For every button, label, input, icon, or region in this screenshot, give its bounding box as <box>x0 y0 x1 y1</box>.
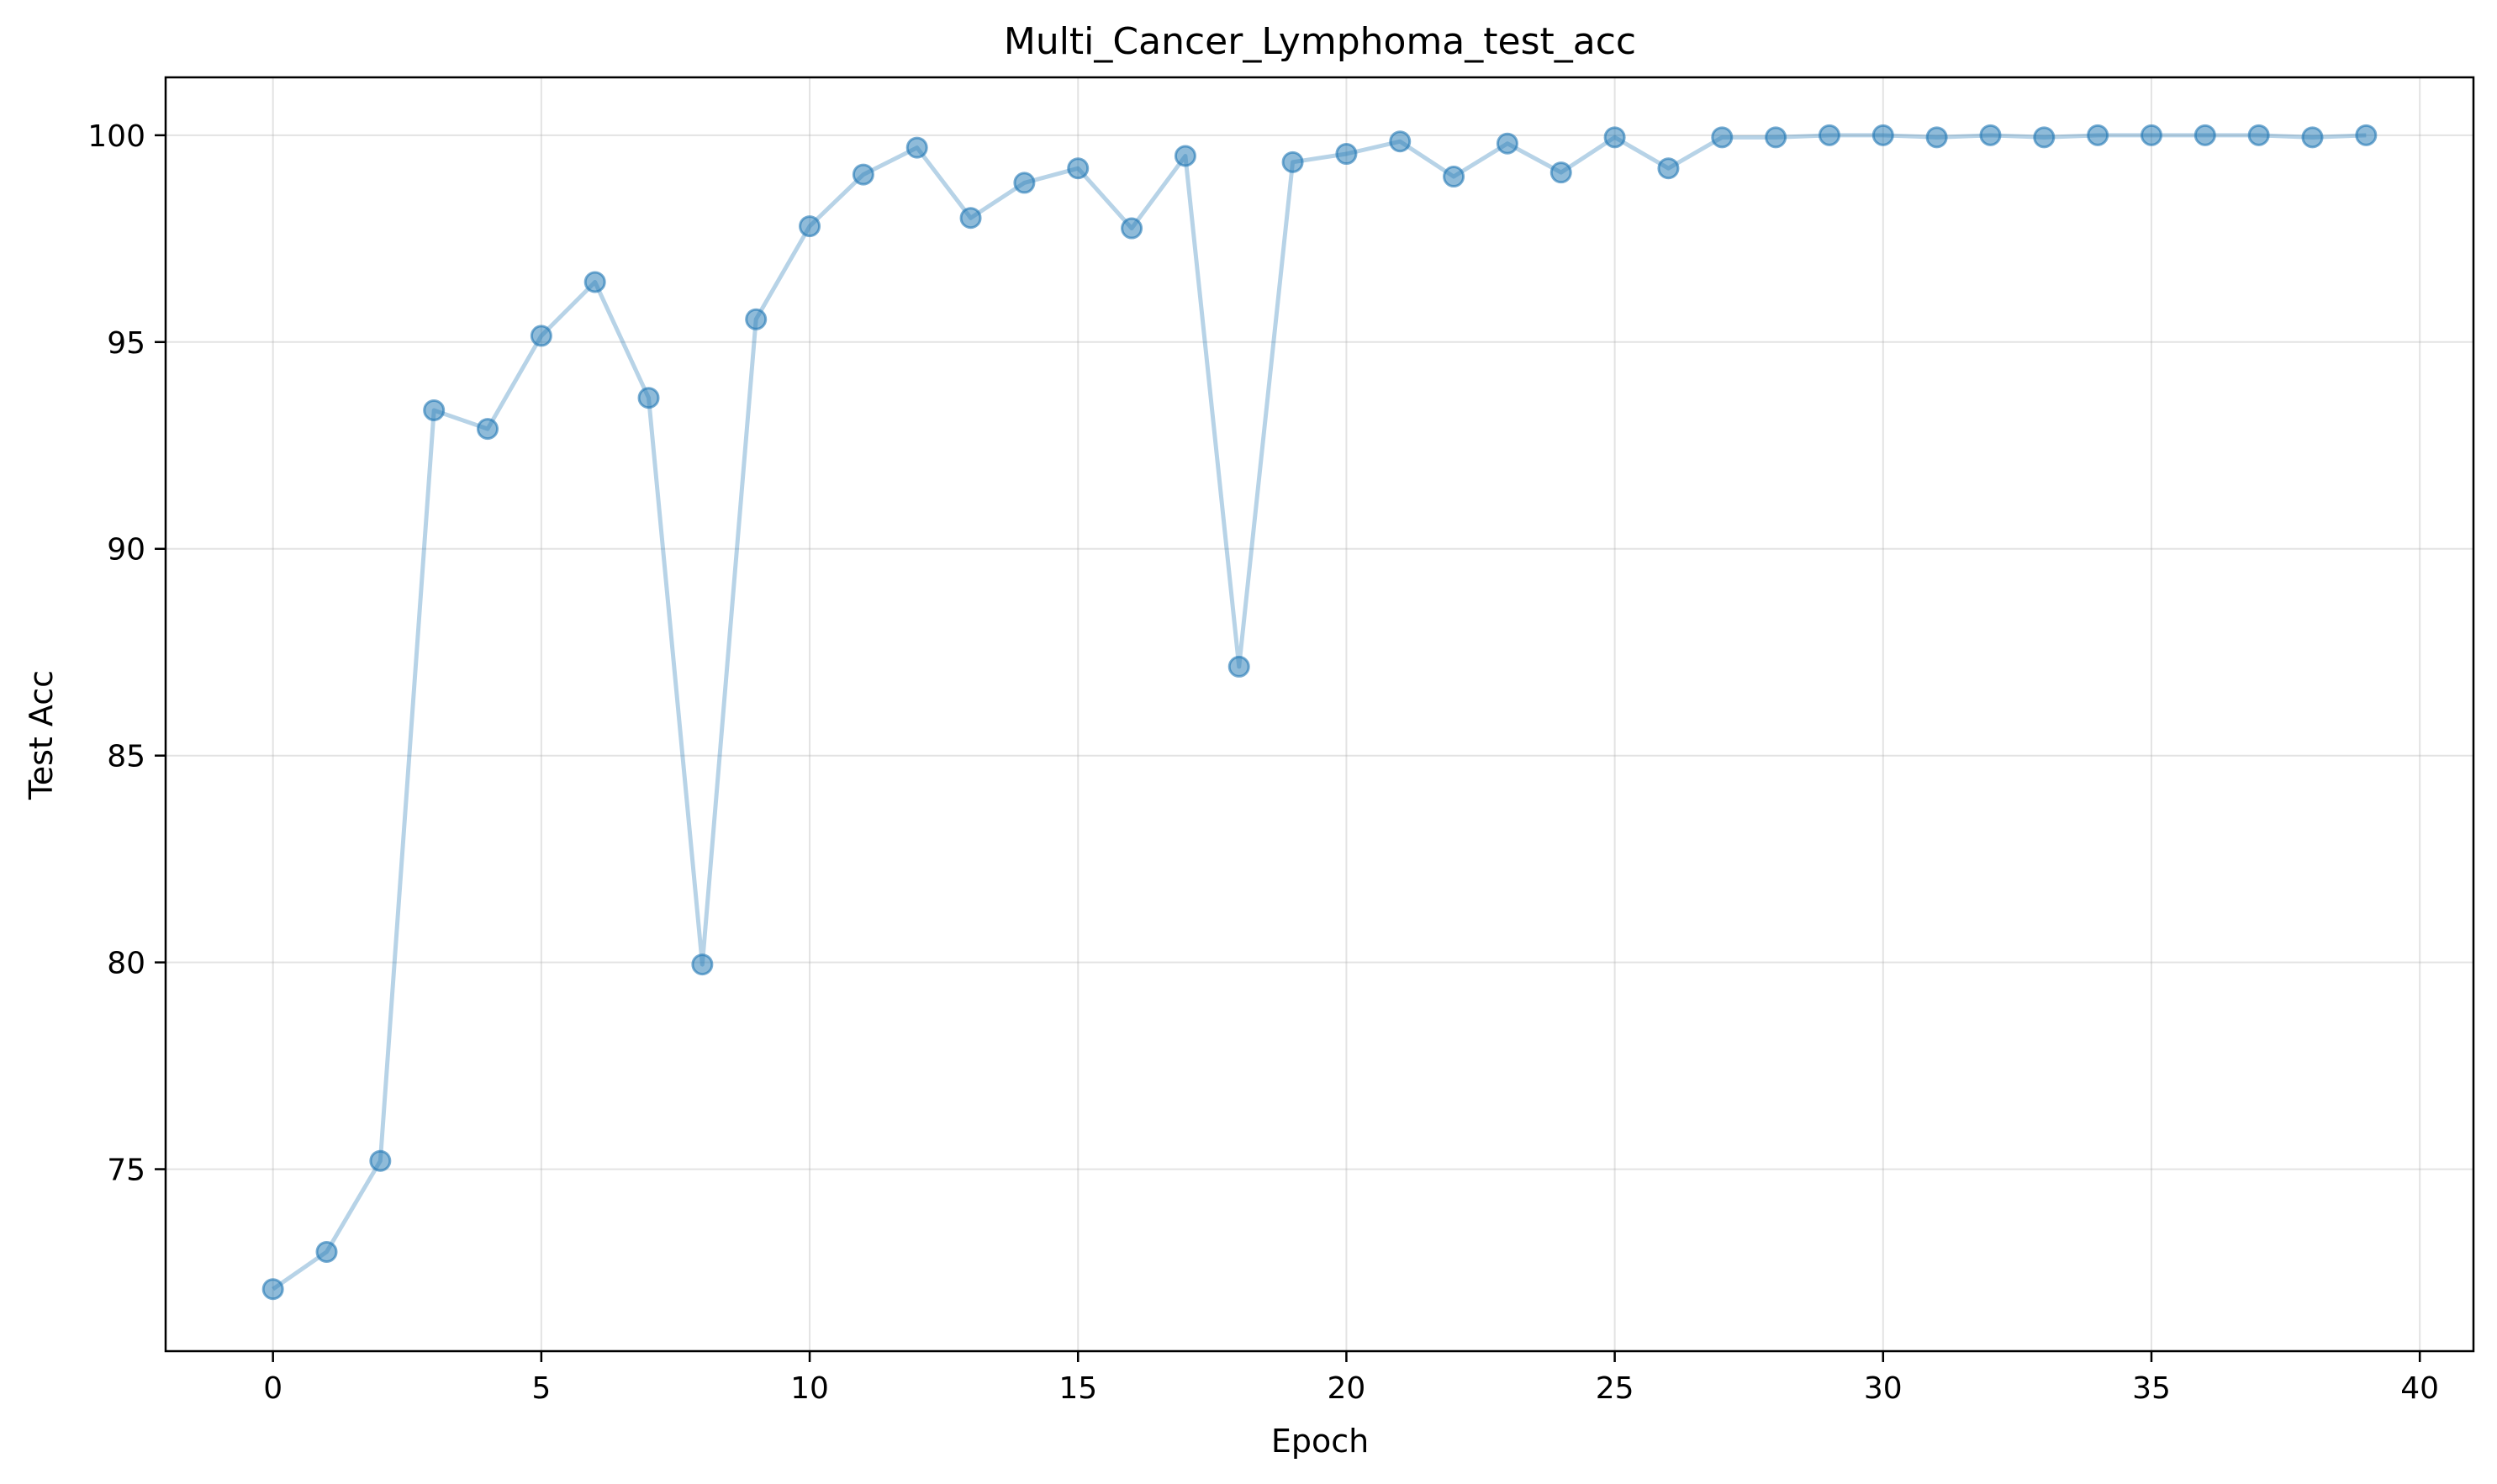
data-point <box>905 136 928 159</box>
data-point <box>1925 126 1948 149</box>
y-axis-label: Test Acc <box>23 670 60 800</box>
x-axis-label: Epoch <box>1271 1423 1369 1460</box>
data-point <box>959 207 982 230</box>
data-point <box>745 308 768 330</box>
data-point <box>2355 124 2378 146</box>
series-layer <box>261 124 2378 1301</box>
data-point <box>1765 126 1787 149</box>
data-point <box>852 163 874 186</box>
data-point <box>1443 166 1465 188</box>
y-tick-label: 95 <box>107 326 145 361</box>
data-point <box>261 1278 284 1301</box>
data-point <box>2301 126 2324 149</box>
y-tick-label: 75 <box>107 1154 145 1188</box>
y-tick-label: 100 <box>87 119 145 154</box>
x-tick-label: 0 <box>263 1371 282 1406</box>
x-tick-label: 35 <box>2132 1371 2171 1406</box>
series-line <box>272 133 2367 1291</box>
x-tick-label: 30 <box>1864 1371 1903 1406</box>
x-tick-label: 20 <box>1328 1371 1366 1406</box>
x-tick-label: 40 <box>2400 1371 2439 1406</box>
x-tick-label: 25 <box>1596 1371 1634 1406</box>
data-point <box>1657 157 1680 180</box>
data-point <box>1549 161 1572 184</box>
data-point <box>1227 655 1250 678</box>
data-point <box>1979 124 2002 146</box>
data-point <box>637 387 660 409</box>
data-point <box>1603 126 1626 149</box>
data-point <box>799 215 821 238</box>
data-point <box>2087 124 2109 146</box>
data-point <box>423 399 446 421</box>
plot-frame <box>164 76 2475 1353</box>
data-point <box>2140 124 2162 146</box>
grid-layer <box>166 77 2473 1351</box>
data-point <box>1281 151 1304 173</box>
data-point <box>369 1149 392 1172</box>
data-point <box>1389 130 1412 153</box>
y-tick-label: 80 <box>107 947 145 981</box>
data-point <box>2033 126 2056 149</box>
data-point <box>1067 157 1090 180</box>
data-point <box>477 418 499 441</box>
data-point <box>530 325 552 347</box>
chart-title: Multi_Cancer_Lymphoma_test_acc <box>1004 20 1636 63</box>
data-point <box>1871 124 1894 146</box>
data-point <box>583 271 606 293</box>
data-point <box>1496 132 1518 155</box>
data-point <box>1013 172 1036 194</box>
x-tick-label: 15 <box>1058 1371 1097 1406</box>
x-tick-label: 10 <box>790 1371 829 1406</box>
data-point <box>1174 145 1196 167</box>
data-point <box>1121 217 1143 240</box>
data-point <box>691 953 714 976</box>
data-point <box>315 1240 338 1263</box>
data-point <box>1818 124 1840 146</box>
data-point <box>2193 124 2216 146</box>
y-tick-label: 85 <box>107 740 145 774</box>
data-point <box>2247 124 2270 146</box>
x-tick-label: 5 <box>531 1371 551 1406</box>
y-tick-label: 90 <box>107 533 145 568</box>
data-point <box>1711 126 1734 149</box>
data-point <box>1335 143 1358 165</box>
axes-layer: 0 5 10 15 20 25 30 35 40 75 80 85 90 95 100 <box>87 76 2475 1406</box>
